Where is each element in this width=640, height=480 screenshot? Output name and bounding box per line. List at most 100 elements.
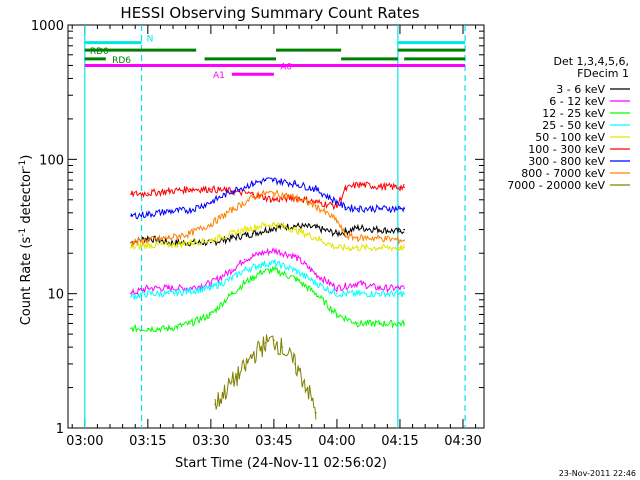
y-axis-label-main: Count Rate (s xyxy=(19,237,34,326)
data-point xyxy=(403,246,405,249)
series-line xyxy=(130,181,405,211)
x-tick-label: 03:45 xyxy=(255,434,292,449)
data-point xyxy=(243,258,246,261)
data-point xyxy=(273,261,275,264)
data-point xyxy=(294,228,296,231)
data-point xyxy=(315,226,317,229)
data-point xyxy=(357,282,359,284)
data-point xyxy=(231,292,233,295)
series-line xyxy=(130,188,405,247)
data-point xyxy=(189,188,191,190)
data-point xyxy=(378,287,380,289)
data-point xyxy=(357,246,359,249)
data-point xyxy=(210,239,212,242)
data-point xyxy=(264,192,267,194)
data-point xyxy=(378,185,380,188)
data-point xyxy=(336,205,338,207)
data-point xyxy=(273,339,275,342)
data-point xyxy=(315,188,317,190)
data-point xyxy=(243,269,246,271)
data-point xyxy=(336,232,338,235)
x-tick-label: 04:30 xyxy=(444,434,481,449)
data-point xyxy=(210,201,212,203)
plot-frame xyxy=(67,24,485,429)
data-point xyxy=(260,263,263,266)
data-point xyxy=(130,327,132,330)
data-point xyxy=(147,237,149,239)
data-point xyxy=(344,188,347,190)
data-point xyxy=(315,237,317,239)
x-axis-label: Start Time (24-Nov-11 02:56:02) xyxy=(175,456,387,471)
data-point xyxy=(378,228,380,231)
y-axis-label: Count Rate (s-1 detector-1) xyxy=(18,155,34,326)
data-point xyxy=(306,386,309,389)
data-point xyxy=(336,246,338,249)
data-point xyxy=(315,205,317,207)
data-point xyxy=(168,327,170,330)
x-tick-label: 04:15 xyxy=(381,434,418,449)
y-tick-label: 100 xyxy=(39,153,64,168)
data-point xyxy=(231,381,233,383)
data-point xyxy=(189,241,191,244)
legend-header-line1: Det 1,3,4,5,6, xyxy=(553,55,629,68)
legend-entry-label: 25 - 50 keV xyxy=(542,119,605,132)
data-point xyxy=(378,237,380,239)
series-25-50kev xyxy=(130,258,405,300)
data-point xyxy=(403,239,405,242)
data-point xyxy=(336,313,338,316)
data-point xyxy=(357,292,359,295)
data-point xyxy=(378,207,380,210)
y-tick-label: 1000 xyxy=(31,19,64,34)
data-point xyxy=(336,201,338,203)
data-point xyxy=(189,209,191,211)
flag-label: RD6 xyxy=(112,56,131,66)
series-line xyxy=(130,177,405,220)
data-point xyxy=(210,241,212,244)
series-line xyxy=(130,247,405,296)
data-point xyxy=(399,186,401,189)
y-tick-label: 10 xyxy=(47,288,64,303)
data-point xyxy=(260,252,263,255)
data-point xyxy=(357,237,359,239)
data-point xyxy=(210,188,212,190)
data-point xyxy=(130,214,132,217)
series-7000-20000kev xyxy=(214,334,317,420)
x-tick-label: 03:00 xyxy=(66,434,103,449)
data-point xyxy=(403,207,405,210)
data-point xyxy=(168,210,170,213)
data-point xyxy=(243,282,246,284)
data-point xyxy=(214,403,216,406)
data-point xyxy=(294,269,296,271)
timestamp: 23-Nov-2011 22:46 xyxy=(559,469,636,478)
data-point xyxy=(336,219,338,222)
y-axis-label-mid: detector xyxy=(19,168,34,228)
data-point xyxy=(147,213,149,216)
flag-label: RD0 xyxy=(90,47,109,57)
data-point xyxy=(403,322,405,325)
data-point xyxy=(168,190,170,192)
data-point xyxy=(378,292,380,295)
data-point xyxy=(130,241,132,244)
legend-header-line2: FDecim 1 xyxy=(577,67,629,80)
flag-label: A1 xyxy=(213,71,225,81)
data-point xyxy=(357,226,359,229)
data-point xyxy=(403,228,405,231)
data-point xyxy=(315,292,317,295)
x-tick-label: 04:00 xyxy=(318,434,355,449)
data-point xyxy=(231,209,233,211)
series-50-100kev xyxy=(130,221,405,252)
data-point xyxy=(399,246,401,249)
data-point xyxy=(130,292,132,295)
data-point xyxy=(344,234,347,237)
data-point xyxy=(130,295,132,298)
data-point xyxy=(231,269,233,271)
data-point xyxy=(273,192,275,194)
data-point xyxy=(147,239,149,242)
series-300-800kev xyxy=(130,177,405,220)
data-point xyxy=(210,287,212,289)
data-point xyxy=(252,182,254,185)
legend-entry-label: 800 - 7000 keV xyxy=(521,167,605,180)
data-point xyxy=(315,411,317,414)
data-point xyxy=(252,196,254,199)
